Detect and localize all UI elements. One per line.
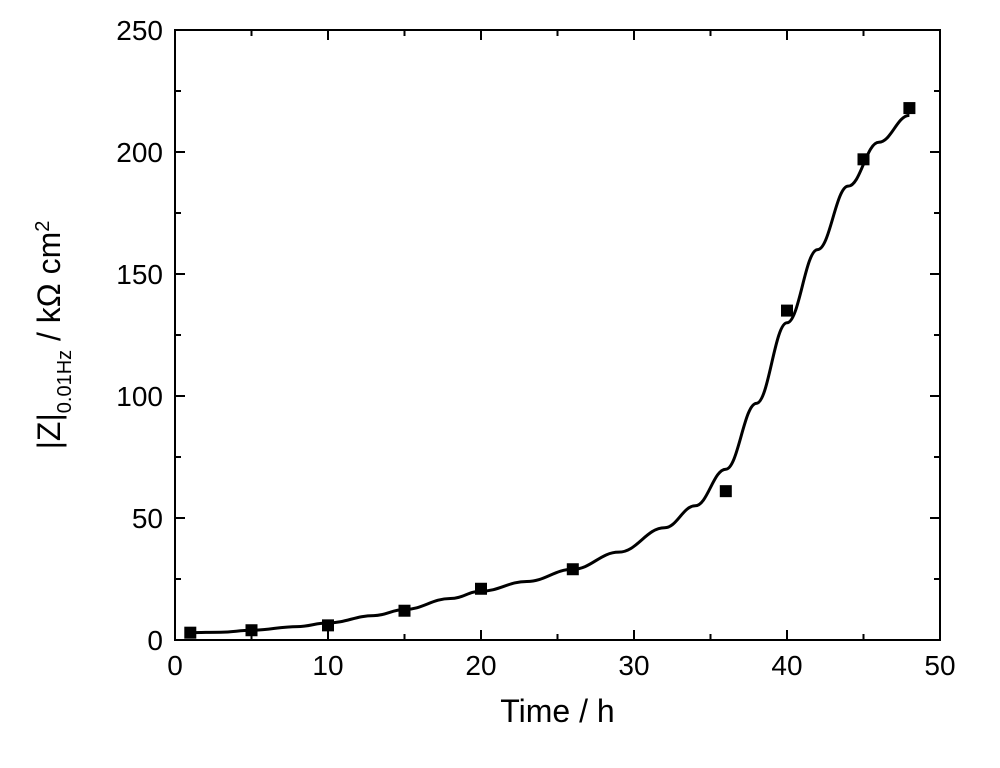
y-tick-label: 150 [116, 259, 163, 290]
fit-curve [190, 115, 909, 632]
data-point [246, 624, 258, 636]
plot-border [175, 30, 940, 640]
x-tick-label: 30 [618, 650, 649, 681]
x-tick-label: 0 [167, 650, 183, 681]
data-point [475, 583, 487, 595]
x-tick-label: 50 [924, 650, 955, 681]
data-point [184, 627, 196, 639]
data-point [567, 563, 579, 575]
x-tick-label: 20 [465, 650, 496, 681]
data-point [720, 485, 732, 497]
data-point [399, 605, 411, 617]
data-point [781, 305, 793, 317]
y-tick-label: 50 [132, 503, 163, 534]
chart-svg: 0 10 20 30 40 50 0 50 100 150 200 250 Time / h |Z|0.0… [0, 0, 1000, 768]
y-tick-label: 200 [116, 137, 163, 168]
data-point [858, 153, 870, 165]
x-axis-label: Time / h [500, 693, 614, 729]
y-tick-label: 0 [147, 625, 163, 656]
y-axis-label: |Z|0.01Hz / kΩ cm2 [31, 221, 76, 450]
y-tick-label: 250 [116, 15, 163, 46]
x-tick-label: 10 [312, 650, 343, 681]
data-point [903, 102, 915, 114]
y-axis-label-group: |Z|0.01Hz / kΩ cm2 [31, 221, 76, 450]
chart-container: 0 10 20 30 40 50 0 50 100 150 200 250 Time / h |Z|0.0… [0, 0, 1000, 768]
y-tick-label: 100 [116, 381, 163, 412]
data-point [322, 619, 334, 631]
x-tick-label: 40 [771, 650, 802, 681]
